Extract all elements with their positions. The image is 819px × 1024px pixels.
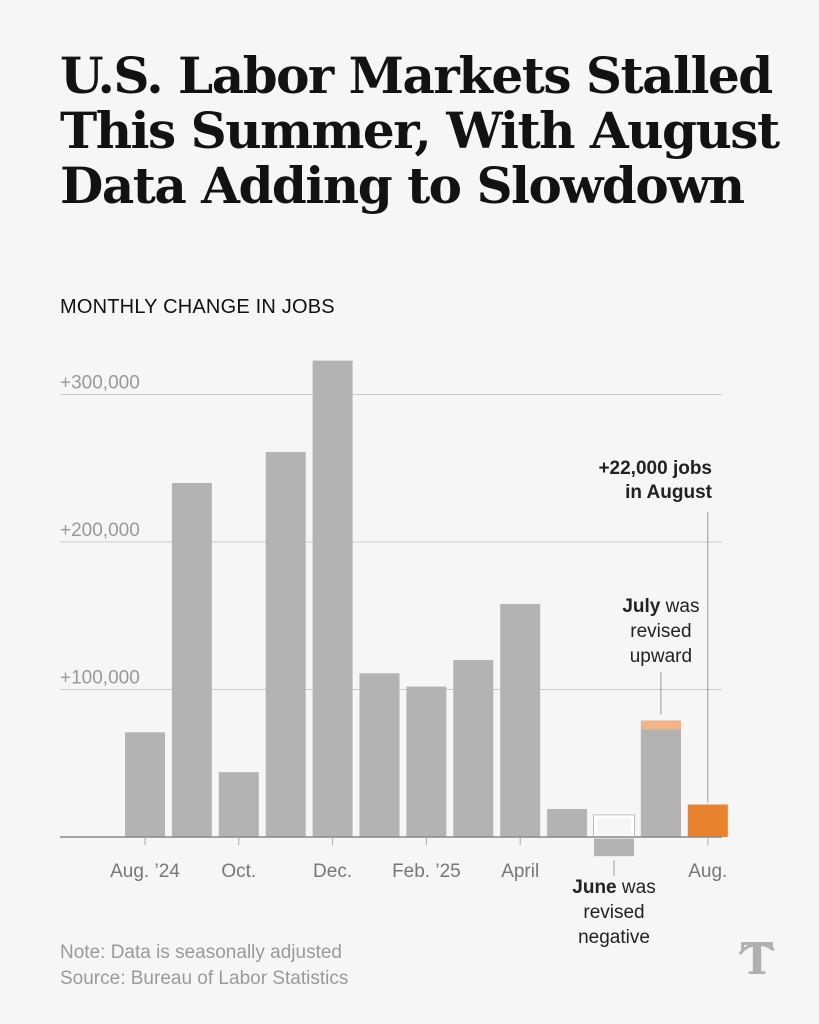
x-tick-label: Aug.	[688, 861, 727, 882]
chart-subtitle: MONTHLY CHANGE IN JOBS	[60, 296, 335, 318]
july-annotation-line-3: upward	[630, 646, 692, 667]
chart-title: U.S. Labor Markets Stalled This Summer, …	[60, 48, 780, 213]
bar	[453, 660, 494, 837]
bar	[359, 673, 400, 837]
bar	[265, 452, 306, 837]
bar	[500, 603, 541, 837]
chart-notes: Note: Data is seasonally adjusted Source…	[60, 940, 348, 992]
x-tick-label: Feb. ’25	[392, 861, 461, 882]
nyt-logo-icon: T	[738, 936, 775, 982]
july-bold-label: July	[622, 596, 660, 617]
june-annotation-line-3: negative	[578, 927, 650, 948]
x-tick-label: April	[501, 861, 539, 882]
june-rest-label: was	[617, 877, 656, 898]
june-bold-label: June	[572, 877, 616, 898]
bar	[171, 483, 212, 837]
svg-text:T: T	[741, 936, 774, 982]
bar	[640, 729, 681, 837]
title-line-2: This Summer, With August	[60, 101, 780, 160]
bar	[125, 732, 165, 837]
x-tick-label: Aug. ’24	[110, 861, 180, 882]
note-text: Note: Data is seasonally adjusted	[60, 942, 342, 963]
revision-up-segment	[640, 720, 681, 730]
title-line-3: Data Adding to Slowdown	[60, 156, 745, 215]
july-annotation-line-2: revised	[630, 621, 691, 642]
x-tick-label: Oct.	[221, 861, 256, 882]
june-annotation-line-1: June was	[572, 877, 655, 898]
july-annotation-line-1: July was	[622, 596, 699, 617]
bar	[547, 808, 588, 837]
bar	[406, 686, 447, 837]
y-tick-label: +300,000	[60, 373, 140, 394]
previous-estimate-outline	[594, 814, 634, 839]
x-tick-label: Dec.	[313, 861, 352, 882]
title-line-1: U.S. Labor Markets Stalled	[60, 46, 773, 105]
july-rest-label: was	[660, 596, 699, 617]
bar	[312, 360, 353, 837]
previous-estimate-border	[593, 814, 635, 838]
august-annotation-text: in August	[625, 482, 713, 503]
y-tick-label: +200,000	[60, 520, 140, 541]
source-text: Source: Bureau of Labor Statistics	[60, 968, 349, 989]
bar	[218, 772, 259, 837]
y-tick-label: +100,000	[60, 668, 140, 689]
june-annotation-line-2: revised	[583, 902, 644, 923]
bar	[594, 837, 634, 857]
august-annotation-value: +22,000 jobs	[598, 458, 712, 479]
bar	[687, 804, 728, 837]
